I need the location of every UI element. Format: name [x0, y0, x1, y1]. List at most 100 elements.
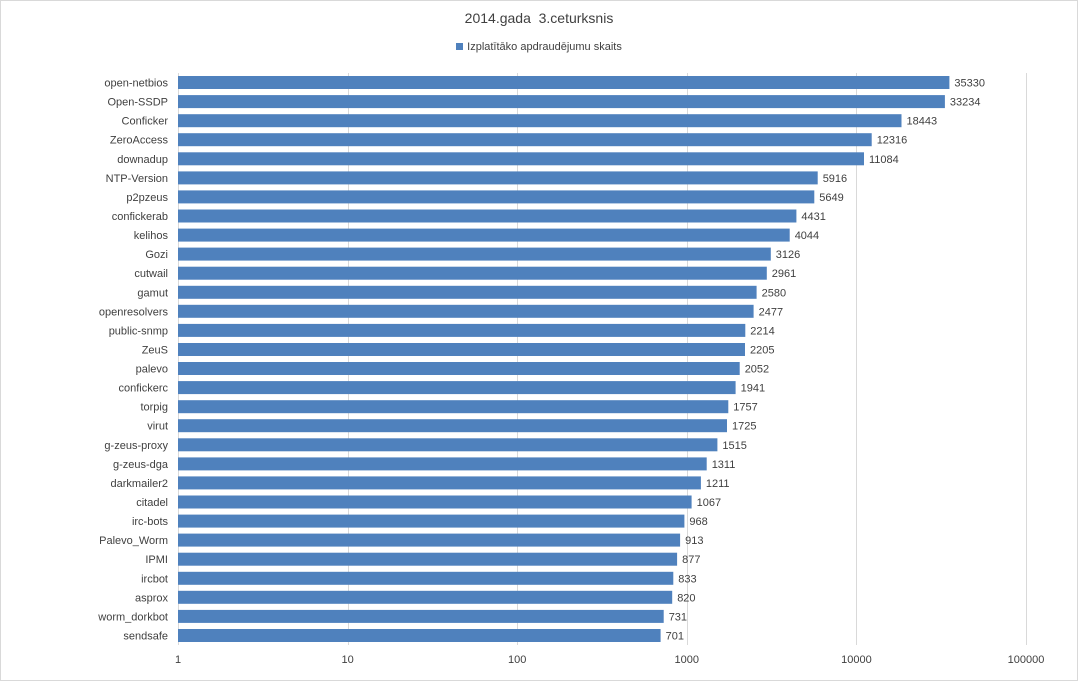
category-label: kelihos — [134, 230, 169, 242]
data-label: 3126 — [776, 249, 800, 261]
data-label: 2052 — [745, 364, 769, 376]
category-label: asprox — [135, 592, 169, 604]
category-label: virut — [147, 421, 168, 433]
category-label: g-zeus-proxy — [104, 440, 168, 452]
legend-label: Izplatītāko apdraudējumu skaits — [467, 41, 622, 53]
data-label: 33234 — [950, 97, 981, 109]
data-label: 1311 — [712, 459, 736, 471]
bars — [178, 76, 950, 642]
x-axis-tick-labels: 1 10 100 1000 10000 100000 — [175, 654, 1044, 666]
bar — [178, 247, 771, 261]
data-label: 833 — [678, 573, 696, 585]
data-label: 1757 — [733, 402, 757, 414]
data-label: 4044 — [795, 230, 819, 242]
category-label: confickerab — [112, 211, 168, 223]
data-label: 2477 — [759, 306, 783, 318]
bar — [178, 571, 674, 585]
category-label: Open-SSDP — [107, 97, 168, 109]
category-label: Conficker — [122, 116, 169, 128]
data-label: 2961 — [772, 268, 796, 280]
bar — [178, 343, 745, 356]
x-tick-label: 1 — [175, 654, 181, 666]
bar — [178, 552, 678, 566]
bar — [178, 266, 767, 280]
bar — [178, 400, 729, 414]
category-label: p2pzeus — [126, 192, 168, 204]
bar — [178, 438, 718, 452]
legend-swatch — [456, 43, 464, 50]
bar — [178, 495, 692, 509]
category-label: darkmailer2 — [111, 478, 168, 490]
category-label: public-snmp — [109, 325, 168, 337]
category-label: citadel — [136, 497, 168, 509]
category-label: worm_dorkbot — [97, 611, 168, 623]
chart-legend: Izplatītāko apdraudējumu skaits — [0, 41, 1078, 53]
data-label: 1067 — [697, 497, 721, 509]
bar — [178, 76, 950, 89]
data-label: 35330 — [954, 78, 985, 90]
data-label: 2205 — [750, 345, 774, 357]
data-label: 5649 — [819, 192, 843, 204]
grid-lines — [178, 73, 1027, 645]
bar — [178, 190, 815, 204]
category-label: NTP-Version — [106, 173, 168, 185]
category-label: ZeuS — [142, 345, 168, 357]
data-label: 18443 — [907, 116, 938, 128]
category-label: openresolvers — [99, 306, 169, 318]
data-label: 701 — [666, 631, 684, 643]
bar — [178, 533, 681, 547]
data-label: 12316 — [877, 135, 908, 147]
x-tick-label: 10 — [341, 654, 353, 666]
bar — [178, 419, 727, 433]
category-label: IPMI — [145, 554, 168, 566]
bar — [178, 95, 945, 109]
category-label: torpig — [140, 402, 168, 414]
category-label: Palevo_Worm — [99, 535, 168, 547]
bar — [178, 457, 707, 471]
data-label: 913 — [685, 535, 703, 547]
bar — [178, 114, 902, 128]
data-label: 11084 — [869, 154, 899, 166]
data-label: 4431 — [801, 211, 825, 223]
bar — [178, 228, 790, 242]
data-label: 1211 — [706, 478, 730, 490]
bar — [178, 133, 872, 147]
category-labels: open-netbios Open-SSDP Conficker ZeroAccess… — [97, 78, 169, 643]
category-label: confickerc — [118, 383, 168, 395]
category-label: downadup — [117, 154, 168, 166]
bar — [178, 209, 797, 223]
category-label: sendsafe — [123, 631, 168, 643]
data-label: 2214 — [750, 325, 774, 337]
bar — [178, 609, 664, 623]
category-label: gamut — [137, 287, 168, 299]
data-label: 5916 — [823, 173, 847, 185]
bar — [178, 629, 661, 642]
data-label: 820 — [677, 592, 695, 604]
category-label: g-zeus-dga — [113, 459, 169, 471]
data-labels: 35330 33234 18443 12316 11084 5916 5649 4431 404… — [666, 78, 985, 643]
bar — [178, 514, 685, 528]
chart-title: 2014.gada 3.ceturksnis — [464, 10, 614, 26]
data-label: 1941 — [741, 383, 765, 395]
data-label: 1515 — [722, 440, 746, 452]
category-label: ircbot — [141, 573, 168, 585]
category-label: open-netbios — [104, 78, 168, 90]
bar — [178, 304, 754, 318]
bar — [178, 285, 757, 299]
bar — [178, 362, 740, 375]
category-label: palevo — [136, 364, 168, 376]
bar — [178, 381, 736, 395]
x-tick-label: 10000 — [841, 654, 872, 666]
bar — [178, 476, 701, 490]
category-label: Gozi — [145, 249, 168, 261]
data-label: 2580 — [762, 287, 786, 299]
category-label: cutwail — [134, 268, 168, 280]
category-label: irc-bots — [132, 516, 169, 528]
bar — [178, 152, 864, 166]
bar — [178, 323, 746, 337]
x-tick-label: 1000 — [675, 654, 699, 666]
x-tick-label: 100 — [508, 654, 526, 666]
category-label: ZeroAccess — [110, 135, 169, 147]
x-tick-label: 100000 — [1008, 654, 1045, 666]
